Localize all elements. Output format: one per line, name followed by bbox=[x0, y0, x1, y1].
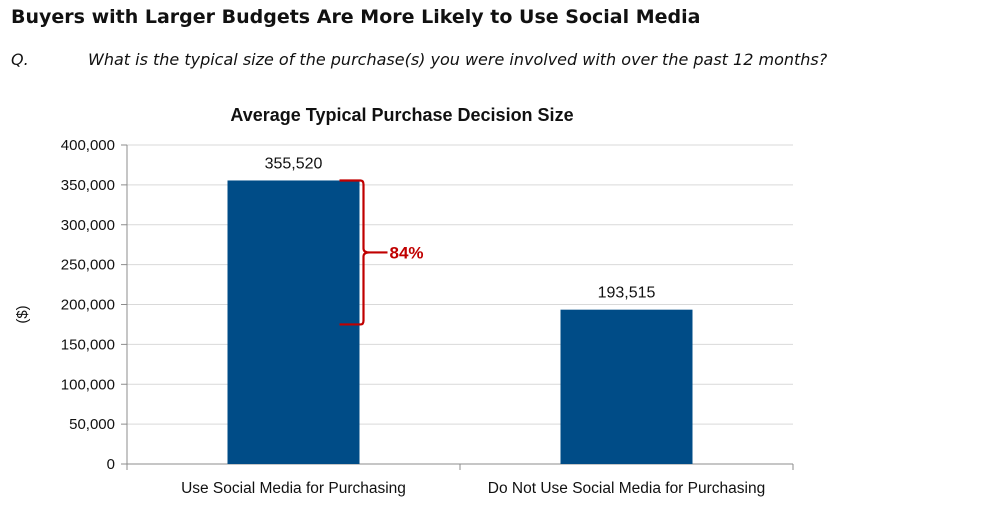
labels: 0 50,000 100,000 150,000 200,000 250,000 300,0… bbox=[61, 137, 765, 497]
category-label: Do Not Use Social Media for Purchasing bbox=[488, 480, 765, 497]
page-title: Buyers with Larger Budgets Are More Like… bbox=[11, 6, 701, 28]
annotation-label: 84% bbox=[390, 243, 424, 262]
chart-title: Average Typical Purchase Decision Size bbox=[230, 105, 573, 125]
y-tick-label: 50,000 bbox=[69, 416, 115, 433]
y-axis-label: ($) bbox=[14, 305, 31, 323]
y-tick-label: 0 bbox=[107, 456, 115, 473]
y-tick-label: 250,000 bbox=[61, 257, 115, 274]
difference-annotation: 84% bbox=[339, 179, 424, 326]
bar bbox=[560, 309, 693, 464]
y-tick-label: 300,000 bbox=[61, 217, 115, 234]
data-label: 193,515 bbox=[598, 285, 656, 302]
question-marker: Q. bbox=[11, 50, 29, 69]
question-text: What is the typical size of the purchase… bbox=[88, 50, 828, 69]
y-tick-label: 200,000 bbox=[61, 297, 115, 314]
category-label: Use Social Media for Purchasing bbox=[181, 480, 406, 497]
y-tick-label: 350,000 bbox=[61, 177, 115, 194]
y-tick-label: 100,000 bbox=[61, 376, 115, 393]
y-tick-label: 400,000 bbox=[61, 137, 115, 154]
bars bbox=[227, 180, 693, 465]
bar bbox=[227, 180, 360, 465]
y-tick-label: 150,000 bbox=[61, 336, 115, 353]
gridlines bbox=[127, 144, 793, 425]
data-label: 355,520 bbox=[265, 155, 323, 172]
